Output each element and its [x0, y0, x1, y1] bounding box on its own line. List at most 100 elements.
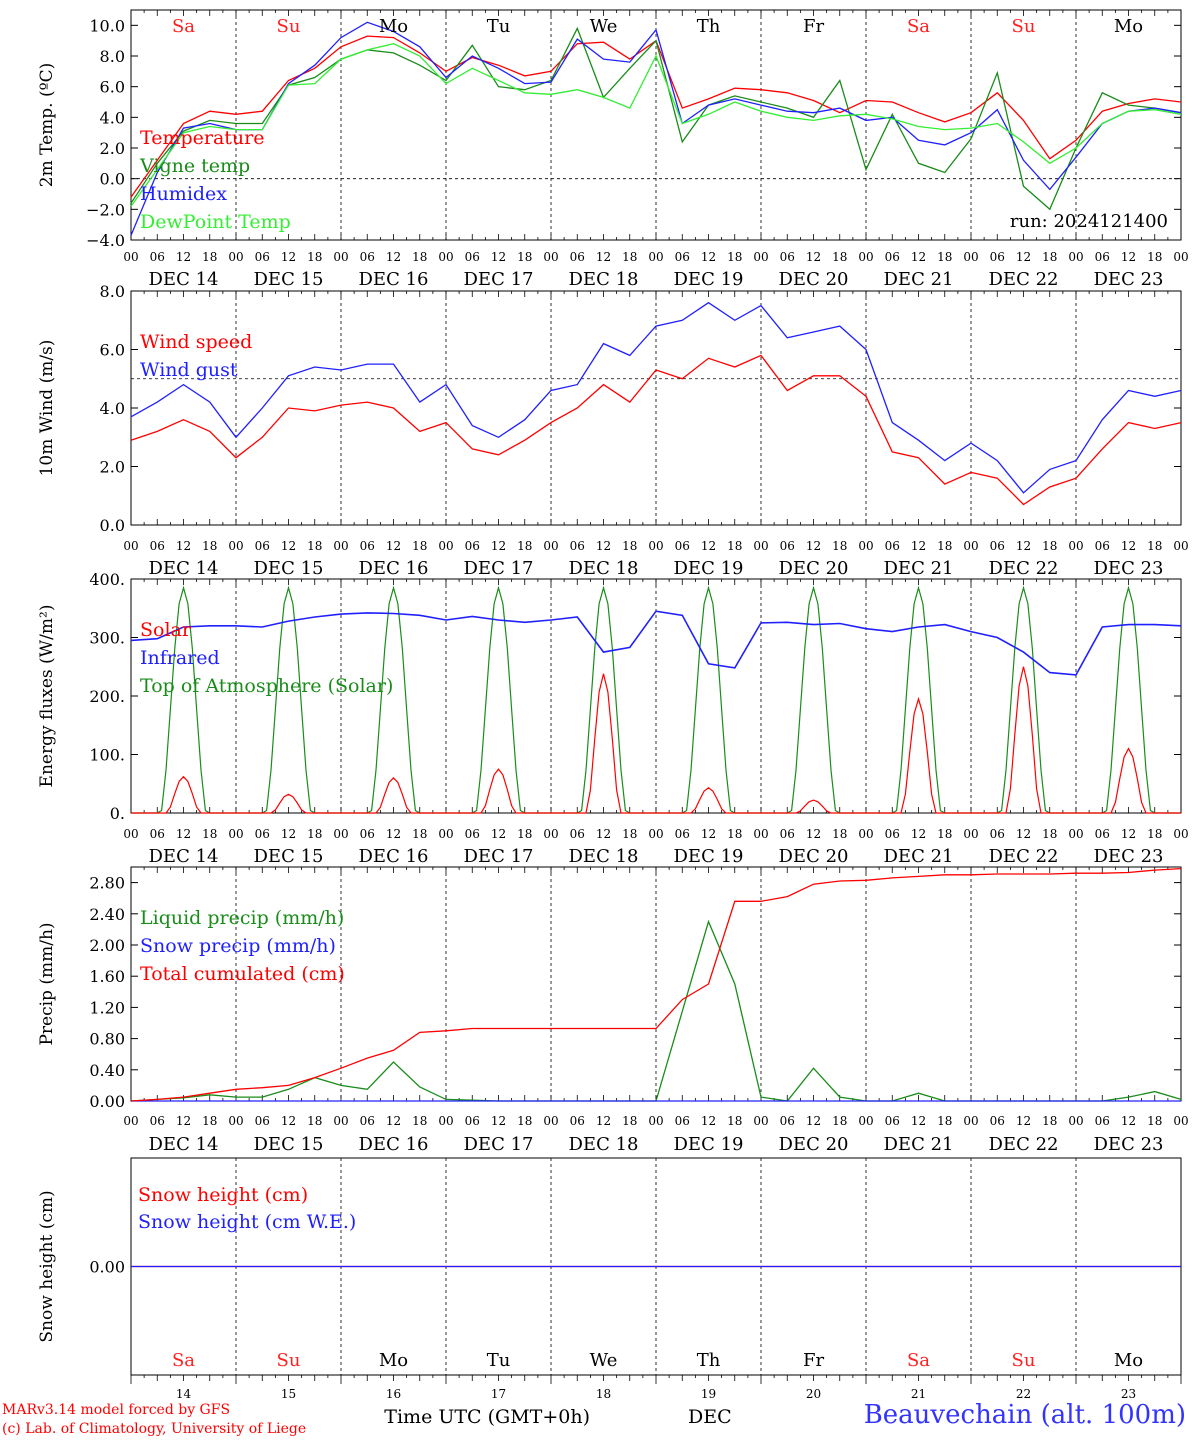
weekday-label-top: Su [277, 16, 301, 37]
wind-x-tick-label: 12 [911, 539, 926, 553]
station-title: Beauvechain (alt. 100m) [863, 1400, 1186, 1430]
precip-legend-entry: Total cumulated (cm) [140, 963, 345, 985]
flux-x-tick-label: 06 [1095, 827, 1110, 841]
temp-legend-entry: Humidex [140, 183, 227, 205]
precip-x-tick-label: 18 [622, 1114, 637, 1128]
wind-y-tick-label: 0.0 [100, 516, 125, 535]
flux-x-tick-label: 12 [911, 827, 926, 841]
precip-day-label: DEC 14 [149, 1134, 219, 1155]
wind-x-tick-label: 12 [1016, 539, 1031, 553]
temp-day-label: DEC 21 [884, 269, 954, 290]
flux-x-tick-label: 12 [701, 827, 716, 841]
precip-y-tick-label: 2.00 [89, 936, 125, 955]
precip-x-tick-label: 18 [1042, 1114, 1057, 1128]
bottom-day-number: 17 [491, 1387, 506, 1401]
wind-day-label: DEC 23 [1094, 558, 1164, 579]
flux-x-tick-label: 18 [517, 827, 532, 841]
wind-x-tick-label: 12 [386, 539, 401, 553]
temp-series-line-1 [130, 26, 1182, 211]
precip-day-label: DEC 19 [674, 1134, 744, 1155]
temp-y-tick-label: 10.0 [89, 16, 125, 35]
wind-day-label: DEC 16 [359, 558, 429, 579]
wind-x-tick-label: 00 [438, 539, 453, 553]
precip-day-label: DEC 21 [884, 1134, 954, 1155]
flux-x-tick-label: 18 [832, 827, 847, 841]
wind-x-tick-label: 18 [832, 539, 847, 553]
bottom-day-number: 23 [1121, 1387, 1136, 1401]
temp-y-tick-label: 0.0 [100, 170, 125, 189]
x-axis-title: Time UTC (GMT+0h) [384, 1406, 590, 1428]
temp-x-tick-label: 00 [753, 250, 768, 264]
wind-x-tick-label: 18 [412, 539, 427, 553]
temp-x-tick-label: 18 [307, 250, 322, 264]
temp-x-tick-label: 06 [465, 250, 480, 264]
temp-x-tick-label: 18 [622, 250, 637, 264]
temp-series-line-2 [130, 21, 1182, 236]
wind-x-tick-label: 00 [858, 539, 873, 553]
precip-x-tick-label: 18 [307, 1114, 322, 1128]
flux-x-tick-label: 06 [360, 827, 375, 841]
precip-x-tick-label: 12 [806, 1114, 821, 1128]
wind-x-tick-label: 06 [1095, 539, 1110, 553]
temp-x-tick-label: 12 [806, 250, 821, 264]
wind-x-tick-label: 18 [517, 539, 532, 553]
flux-legend-entry: Top of Atmosphere (Solar) [140, 675, 393, 697]
precip-x-tick-label: 18 [937, 1114, 952, 1128]
temp-day-label: DEC 15 [254, 269, 324, 290]
flux-x-tick-label: 00 [543, 827, 558, 841]
wind-y-tick-label: 8.0 [100, 282, 125, 301]
precip-x-tick-label: 06 [990, 1114, 1005, 1128]
wind-x-tick-label: 12 [1121, 539, 1136, 553]
flux-x-tick-label: 00 [753, 827, 768, 841]
precip-x-tick-label: 06 [885, 1114, 900, 1128]
wind-x-tick-label: 12 [176, 539, 191, 553]
precip-x-tick-label: 00 [333, 1114, 348, 1128]
wind-day-label: DEC 18 [569, 558, 639, 579]
flux-y-tick-label: 400. [89, 570, 125, 589]
snow-legend-entry: Snow height (cm) [138, 1184, 308, 1206]
precip-x-tick-label: 06 [780, 1114, 795, 1128]
flux-x-tick-label: 06 [150, 827, 165, 841]
flux-x-tick-label: 00 [438, 827, 453, 841]
temp-day-label: DEC 14 [149, 269, 219, 290]
flux-x-tick-label: 06 [255, 827, 270, 841]
temp-day-label: DEC 22 [989, 269, 1059, 290]
temp-x-tick-label: 18 [937, 250, 952, 264]
wind-y-axis-label: 10m Wind (m/s) [37, 340, 57, 477]
precip-x-tick-label: 12 [1016, 1114, 1031, 1128]
wind-y-tick-label: 2.0 [100, 458, 125, 477]
flux-day-label: DEC 18 [569, 846, 639, 867]
precip-x-tick-label: 12 [281, 1114, 296, 1128]
temp-x-tick-label: 06 [885, 250, 900, 264]
flux-x-tick-label: 12 [491, 827, 506, 841]
temp-x-tick-label: 00 [123, 250, 138, 264]
flux-day-label: DEC 14 [149, 846, 219, 867]
wind-x-tick-label: 06 [255, 539, 270, 553]
flux-x-tick-label: 18 [1147, 827, 1162, 841]
precip-x-tick-label: 12 [701, 1114, 716, 1128]
flux-x-tick-label: 12 [281, 827, 296, 841]
precip-day-label: DEC 18 [569, 1134, 639, 1155]
temp-x-tick-label: 06 [255, 250, 270, 264]
x-axis-month: DEC [688, 1406, 732, 1428]
snow-y-tick-label: 0.00 [89, 1258, 125, 1277]
precip-x-tick-label: 00 [438, 1114, 453, 1128]
wind-x-tick-label: 18 [1147, 539, 1162, 553]
wind-y-tick-label: 4.0 [100, 399, 125, 418]
flux-y-tick-label: 200. [89, 687, 125, 706]
wind-legend-entry: Wind gust [140, 359, 238, 381]
precip-x-tick-label: 18 [1147, 1114, 1162, 1128]
weekday-label-bottom: Sa [907, 1350, 930, 1371]
temp-x-tick-label: 06 [1095, 250, 1110, 264]
precip-y-tick-label: 2.40 [89, 905, 125, 924]
wind-x-tick-label: 00 [753, 539, 768, 553]
wind-x-tick-label: 06 [360, 539, 375, 553]
wind-x-tick-label: 06 [990, 539, 1005, 553]
wind-x-tick-label: 06 [675, 539, 690, 553]
wind-day-label: DEC 17 [464, 558, 534, 579]
precip-day-label: DEC 17 [464, 1134, 534, 1155]
wind-day-label: DEC 14 [149, 558, 219, 579]
flux-legend-entry: Infrared [140, 647, 220, 669]
precip-y-axis-label: Precip (mm/h) [37, 922, 57, 1045]
wind-day-label: DEC 19 [674, 558, 744, 579]
